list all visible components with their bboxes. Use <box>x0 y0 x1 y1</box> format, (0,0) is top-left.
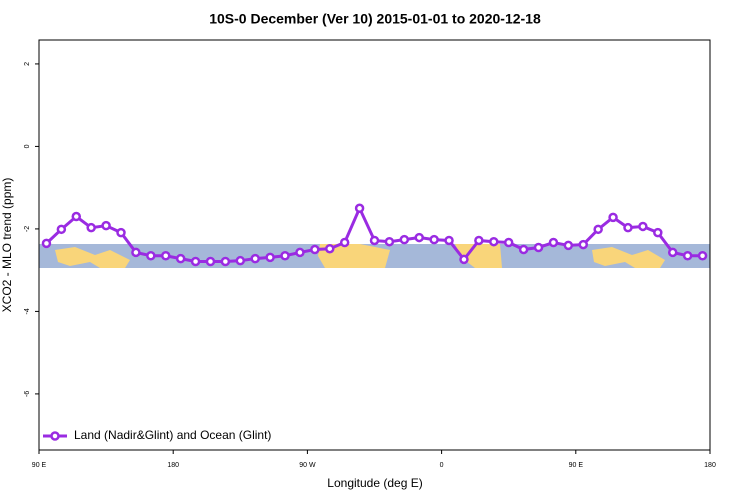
point <box>697 250 708 261</box>
point <box>608 212 618 223</box>
point <box>682 250 693 261</box>
y-tick-label: 0 <box>24 144 31 148</box>
point <box>116 227 126 238</box>
point <box>667 247 678 258</box>
point <box>518 244 529 255</box>
x-tick-label: 180 <box>704 462 716 469</box>
y-axis-label: XCO2 - MLO trend (ppm) <box>0 178 14 313</box>
point <box>593 224 603 235</box>
point <box>265 252 275 263</box>
x-tick-label: 90 E <box>32 462 47 469</box>
land <box>455 244 502 268</box>
point <box>429 234 439 245</box>
point <box>399 234 410 245</box>
point <box>220 256 231 267</box>
point <box>190 256 201 267</box>
x-tick-label: 180 <box>167 462 179 469</box>
point <box>414 232 424 243</box>
point <box>235 255 246 266</box>
point <box>354 203 365 214</box>
point <box>563 240 574 251</box>
y-tick-label: 2 <box>24 62 31 66</box>
land <box>55 247 130 268</box>
point <box>548 237 559 248</box>
point <box>444 235 454 246</box>
point <box>250 253 260 264</box>
point <box>310 244 320 255</box>
point <box>489 236 499 247</box>
point <box>339 237 350 248</box>
point <box>280 250 290 261</box>
point <box>131 247 141 258</box>
plot-frame <box>38 39 711 451</box>
point <box>369 235 380 246</box>
point <box>160 250 171 261</box>
x-tick-label: 90 W <box>299 462 316 469</box>
point <box>578 239 589 250</box>
map-strip <box>39 244 710 268</box>
point <box>325 243 335 254</box>
y-tick-label: -4 <box>24 308 31 314</box>
legend-marker <box>50 431 60 441</box>
x-axis-label: Longitude (deg E) <box>327 476 422 490</box>
point <box>474 235 484 246</box>
point <box>101 220 111 231</box>
point <box>41 238 52 249</box>
point <box>533 242 544 253</box>
legend-label: Land (Nadir&Glint) and Ocean (Glint) <box>74 428 271 442</box>
y-tick-label: -2 <box>24 226 31 232</box>
land <box>592 247 665 268</box>
land <box>318 244 390 268</box>
point <box>459 254 469 265</box>
point <box>503 237 514 248</box>
y-tick-label: -6 <box>24 391 31 397</box>
point <box>205 256 216 267</box>
point <box>146 250 156 261</box>
x-tick-label: 90 E <box>569 462 584 469</box>
point <box>86 222 96 233</box>
point <box>295 247 305 258</box>
chart-title: 10S-0 December (Ver 10) 2015-01-01 to 20… <box>209 11 541 27</box>
point <box>638 221 648 232</box>
point <box>71 211 82 222</box>
point <box>384 236 395 247</box>
point <box>623 222 633 233</box>
point <box>175 253 186 264</box>
x-tick-label: 0 <box>440 462 444 469</box>
point <box>56 224 67 235</box>
point <box>653 227 663 238</box>
